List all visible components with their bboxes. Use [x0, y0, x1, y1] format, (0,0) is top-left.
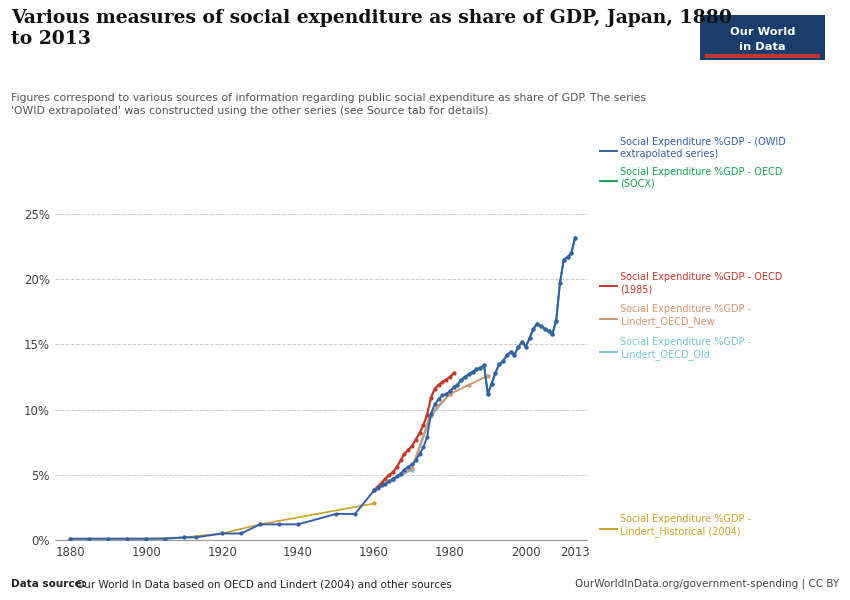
- Text: Social Expenditure %GDP -
Lindert_OECD_Old: Social Expenditure %GDP - Lindert_OECD_O…: [620, 337, 751, 360]
- Text: in Data: in Data: [740, 43, 785, 52]
- Text: Our World: Our World: [730, 26, 795, 37]
- Text: Social Expenditure %GDP - (OWID
extrapolated series): Social Expenditure %GDP - (OWID extrapol…: [620, 137, 786, 159]
- Text: Social Expenditure %GDP - OECD
(1985): Social Expenditure %GDP - OECD (1985): [620, 272, 783, 294]
- Text: Data source:: Data source:: [11, 579, 89, 589]
- Text: Various measures of social expenditure as share of GDP, Japan, 1880
to 2013: Various measures of social expenditure a…: [11, 9, 732, 48]
- Text: Figures correspond to various sources of information regarding public social exp: Figures correspond to various sources of…: [11, 93, 646, 116]
- Text: Social Expenditure %GDP -
Lindert_OECD_New: Social Expenditure %GDP - Lindert_OECD_N…: [620, 304, 751, 327]
- Text: Social Expenditure %GDP - OECD
(SOCX): Social Expenditure %GDP - OECD (SOCX): [620, 167, 783, 189]
- Text: Social Expenditure %GDP -
Lindert_Historical (2004): Social Expenditure %GDP - Lindert_Histor…: [620, 514, 751, 537]
- Text: Our World In Data based on OECD and Lindert (2004) and other sources: Our World In Data based on OECD and Lind…: [76, 579, 452, 589]
- Text: OurWorldInData.org/government-spending | CC BY: OurWorldInData.org/government-spending |…: [575, 578, 839, 589]
